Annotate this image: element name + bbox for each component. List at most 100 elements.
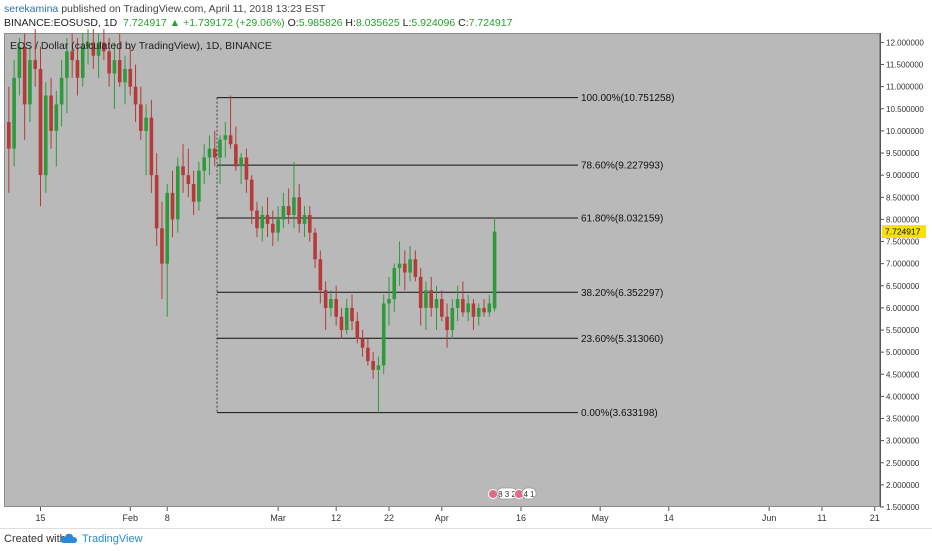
tradingview-link[interactable]: TradingView bbox=[82, 533, 143, 545]
candle-body bbox=[234, 144, 238, 167]
symbol-info: BINANCE:EOSUSD, 1D 7.724917 ▲ +1.739172 … bbox=[4, 17, 512, 29]
candle bbox=[355, 312, 360, 344]
candle-body bbox=[471, 303, 476, 317]
candle bbox=[387, 276, 391, 326]
candle-body bbox=[286, 206, 291, 215]
candle bbox=[371, 352, 375, 379]
candle bbox=[80, 33, 85, 87]
candle-body bbox=[329, 299, 333, 308]
candle-body bbox=[175, 166, 180, 220]
low-label: L: bbox=[402, 17, 412, 29]
candle-body bbox=[381, 303, 386, 366]
candle-body bbox=[223, 135, 228, 140]
event-marker-right[interactable]: 4 1 bbox=[514, 487, 537, 500]
candle bbox=[397, 241, 402, 286]
event-marker-left[interactable]: 8 3 2 bbox=[488, 487, 518, 500]
candle-body bbox=[455, 299, 460, 308]
candle-body bbox=[260, 214, 265, 229]
footer-created-text: Created with bbox=[4, 533, 66, 545]
candle-body bbox=[244, 157, 249, 180]
candle bbox=[139, 86, 143, 140]
candle-body bbox=[255, 210, 259, 229]
candle bbox=[107, 38, 111, 87]
candle bbox=[429, 276, 434, 317]
candle-body bbox=[207, 148, 212, 158]
candle bbox=[144, 104, 148, 176]
y-tick-label: 9.000000 bbox=[886, 171, 920, 180]
candle bbox=[450, 299, 455, 339]
author-link[interactable]: serekamina bbox=[4, 3, 59, 15]
candle-body bbox=[397, 263, 402, 269]
candle-body bbox=[12, 77, 16, 149]
candle bbox=[38, 46, 43, 207]
candle-body bbox=[149, 117, 154, 176]
plot-area[interactable] bbox=[4, 33, 880, 507]
candle-body bbox=[371, 360, 375, 370]
candle-body bbox=[186, 175, 191, 185]
candle-body bbox=[239, 157, 243, 167]
candle bbox=[413, 250, 418, 282]
candle bbox=[7, 86, 11, 193]
candle-body bbox=[65, 51, 69, 78]
event-markers[interactable]: 8 3 2 4 1 bbox=[488, 487, 537, 500]
candle bbox=[239, 153, 243, 185]
candle-body bbox=[80, 46, 85, 78]
chart-title: EOS / Dollar (calculated by TradingView)… bbox=[10, 40, 272, 52]
candle bbox=[28, 46, 32, 123]
candle-body bbox=[376, 365, 381, 370]
candle bbox=[424, 281, 428, 331]
candle-body bbox=[339, 316, 344, 331]
candle bbox=[318, 250, 323, 304]
y-tick-label: 11.500000 bbox=[886, 61, 924, 70]
candle-body bbox=[355, 321, 360, 339]
candle bbox=[286, 188, 291, 224]
candle bbox=[49, 77, 53, 149]
candle-body bbox=[350, 307, 354, 322]
candle bbox=[434, 285, 439, 331]
candle-body bbox=[302, 214, 307, 224]
fib-retracement[interactable]: 100.00%(10.751258) 78.60%(9.227993) 61.80%… bbox=[216, 93, 674, 419]
candle bbox=[96, 33, 101, 78]
candle-body bbox=[307, 214, 312, 233]
candle bbox=[33, 29, 38, 87]
time-axis[interactable] bbox=[4, 507, 880, 525]
y-tick-label: 7.000000 bbox=[886, 260, 920, 269]
price-axis[interactable] bbox=[880, 33, 932, 507]
candle bbox=[260, 206, 265, 242]
candle-body bbox=[492, 231, 497, 309]
tradingview-cloud-icon[interactable] bbox=[60, 532, 78, 544]
x-tick-label: 12 bbox=[331, 513, 341, 523]
candle bbox=[360, 330, 365, 357]
y-tick-label: 10.000000 bbox=[886, 127, 924, 136]
candle-body bbox=[271, 223, 275, 233]
high-label: H: bbox=[345, 17, 356, 29]
candle-body bbox=[334, 299, 338, 317]
candle-body bbox=[434, 299, 439, 308]
candle bbox=[392, 263, 397, 313]
candle-body bbox=[33, 60, 38, 69]
candle bbox=[492, 217, 497, 312]
candle bbox=[12, 60, 16, 167]
candle-body bbox=[476, 307, 481, 317]
publish-info: serekamina published on TradingView.com,… bbox=[4, 3, 325, 15]
candle-body bbox=[281, 206, 286, 220]
y-tick-label: 4.500000 bbox=[886, 370, 920, 379]
x-tick-label: May bbox=[592, 513, 610, 523]
fib-level-label: 78.60%(9.227993) bbox=[581, 161, 663, 172]
candle-body bbox=[144, 117, 148, 131]
candle-body bbox=[450, 307, 455, 331]
y-tick-label: 12.000000 bbox=[886, 38, 924, 47]
candle-body bbox=[344, 307, 349, 331]
candle-body bbox=[429, 290, 434, 308]
x-tick-label: 15 bbox=[35, 513, 45, 523]
candle bbox=[307, 206, 312, 242]
candle bbox=[466, 294, 470, 322]
candle bbox=[271, 210, 275, 246]
candle-body bbox=[117, 60, 122, 83]
candle bbox=[102, 29, 106, 61]
candle bbox=[186, 148, 191, 198]
x-tick-label: Mar bbox=[270, 513, 286, 523]
candle-body bbox=[276, 219, 280, 233]
candle-body bbox=[313, 232, 317, 260]
